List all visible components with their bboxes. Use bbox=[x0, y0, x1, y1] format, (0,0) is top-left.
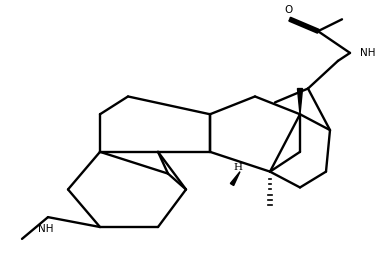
Text: NH: NH bbox=[360, 48, 376, 58]
Text: O: O bbox=[284, 5, 292, 15]
Text: H: H bbox=[234, 163, 243, 172]
Polygon shape bbox=[230, 172, 240, 185]
Polygon shape bbox=[298, 89, 303, 114]
Text: NH: NH bbox=[38, 224, 54, 234]
